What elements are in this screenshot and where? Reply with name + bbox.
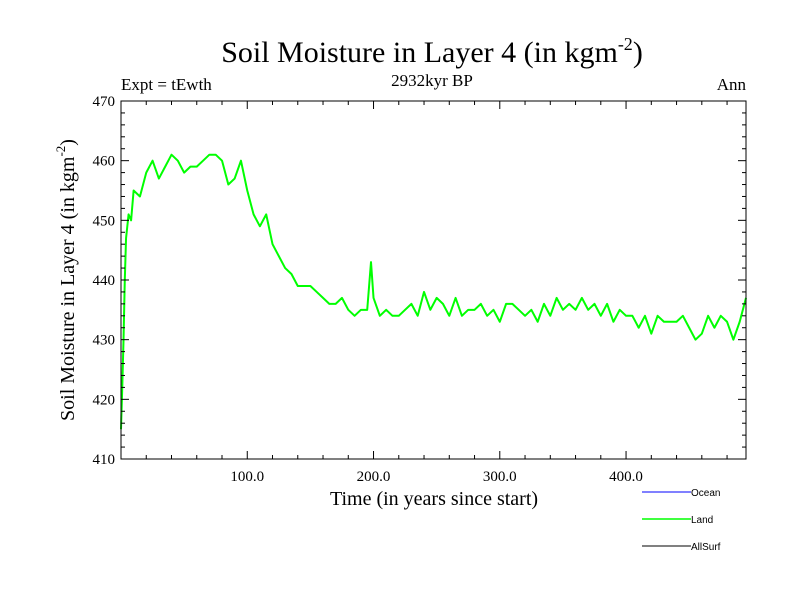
legend-label-ocean: Ocean [691,488,720,499]
legend: Ocean Land AllSurf [642,488,721,553]
x-tick-label: 200.0 [357,469,391,485]
series-layer [120,153,747,430]
y-tick-label: 460 [93,154,116,170]
experiment-label: Expt = tEwth [121,75,212,94]
x-tick-label: 100.0 [230,469,264,485]
chart-title: Soil Moisture in Layer 4 (in kgm-2) [221,34,643,69]
axes-layer: 100.0 200.0 300.0 400.0 410 420 430 440 450 460 47… [93,94,747,485]
y-tick-label: 430 [93,333,116,349]
y-tick-label: 420 [93,392,116,408]
y-tick-label: 450 [93,213,116,229]
plot-background [121,101,746,459]
y-axis-label: Soil Moisture in Layer 4 (in kgm-2) [53,139,79,421]
x-tick-label: 400.0 [609,469,643,485]
chart-subtitle: 2932kyr BP [391,71,473,90]
x-tick-label: 300.0 [483,469,517,485]
legend-label-land: Land [691,515,713,526]
y-tick-label: 440 [93,273,116,289]
y-tick-label: 410 [93,452,116,468]
season-label: Ann [717,75,747,94]
series-line-land [120,153,747,430]
x-axis-label: Time (in years since start) [330,488,538,510]
plot-area [121,101,746,459]
y-tick-label: 470 [93,94,116,110]
legend-label-allsurf: AllSurf [691,542,721,553]
